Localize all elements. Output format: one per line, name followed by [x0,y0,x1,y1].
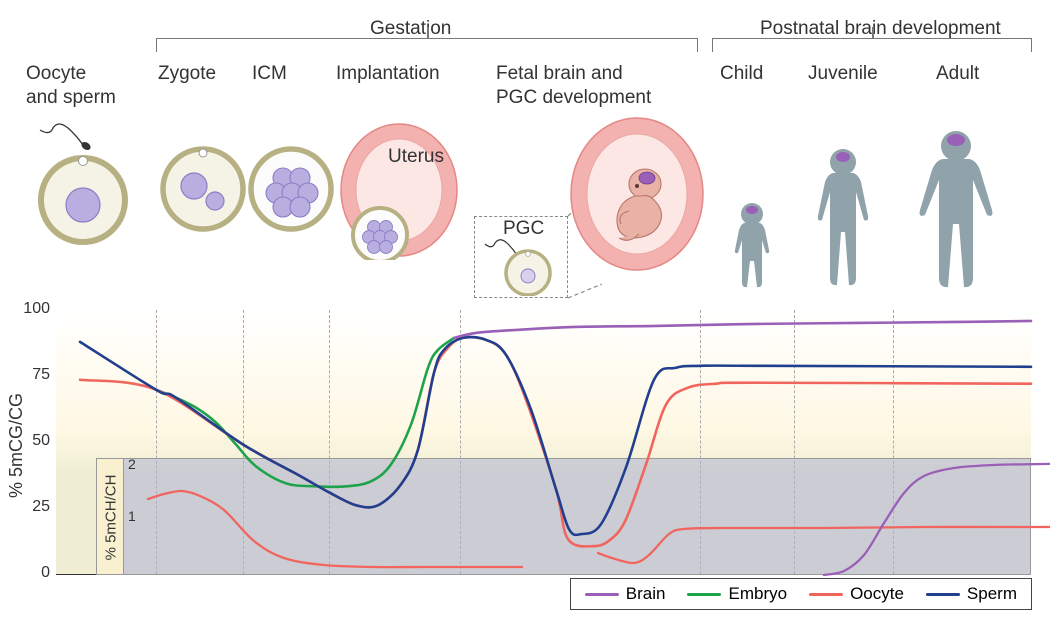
legend-label-oocyte: Oocyte [850,584,904,604]
header-gestation: Gestation [370,18,451,40]
legend-item-sperm: Sperm [926,584,1017,604]
bracket-gestation [156,38,698,52]
legend-swatch-oocyte [809,593,843,596]
uterus-label: Uterus [388,146,444,168]
pgc-icon [480,236,560,296]
icm-icon [248,146,334,232]
icons-row: Uterus PGC [0,118,1050,288]
ytick-100: 100 [10,300,50,318]
chart-container: 0 25 50 75 100 % 5mCH/CH 2 1 % 5mCG/CG B… [0,310,1050,620]
ytick-75: 75 [10,366,50,384]
legend-swatch-embryo [687,593,721,596]
stage-label-1: Zygote [158,62,216,86]
legend-label-brain: Brain [626,584,666,604]
legend-swatch-brain [585,593,619,596]
inset-curves-svg [124,458,1031,575]
y-axis-label: % 5mCG/CG [6,393,27,498]
stage-label-3: Implantation [336,62,440,86]
juvenile-icon [808,146,878,291]
stage-label-0: Oocyte and sperm [26,62,116,110]
legend-label-sperm: Sperm [967,584,1017,604]
zygote-icon [160,146,246,232]
stage-label-6: Juvenile [808,62,878,86]
stage-label-2: ICM [252,62,287,86]
child-icon [726,200,778,290]
ytick-0: 0 [10,564,50,582]
stage-label-5: Child [720,62,763,86]
adult-icon [910,128,1002,293]
implantation-icon [333,120,463,260]
legend-item-embryo: Embryo [687,584,787,604]
inset-curve-brain [824,463,1050,575]
legend-swatch-sperm [926,593,960,596]
fetal-icon [562,114,712,274]
inset-curve-oocyte2 [598,527,1050,563]
legend-label-embryo: Embryo [728,584,787,604]
stage-label-7: Adult [936,62,979,86]
plot-area: 0 25 50 75 100 % 5mCH/CH 2 1 [56,310,1031,575]
header-postnatal: Postnatal brain development [760,18,1001,40]
stage-label-4: Fetal brain and PGC development [496,62,651,110]
oocyte-sperm-icon [28,118,138,248]
curve-brain [454,321,1031,338]
legend-item-brain: Brain [585,584,666,604]
bracket-postnatal [712,38,1032,52]
inset-curve-oocyte [148,491,522,567]
legend: Brain Embryo Oocyte Sperm [570,578,1032,610]
ytick-25: 25 [10,498,50,516]
legend-item-oocyte: Oocyte [809,584,904,604]
